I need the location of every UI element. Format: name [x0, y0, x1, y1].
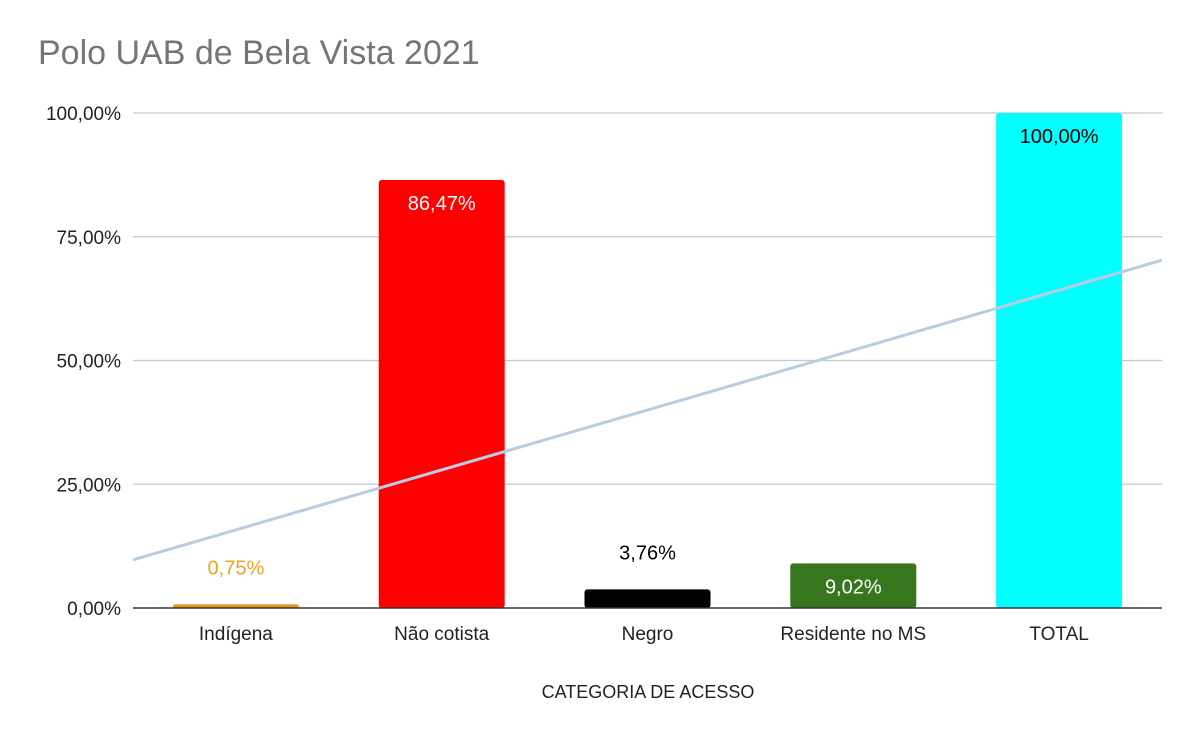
- y-tick-label: 50,00%: [57, 352, 122, 373]
- bar: [790, 563, 917, 608]
- bar: [584, 589, 711, 608]
- x-tick-label: Negro: [622, 624, 674, 645]
- bars: [172, 113, 1123, 608]
- data-label: 100,00%: [1020, 126, 1099, 148]
- data-label: 86,47%: [408, 193, 476, 215]
- x-tick-label: Indígena: [199, 624, 273, 645]
- data-label: 0,75%: [208, 557, 265, 579]
- bar: [378, 179, 505, 608]
- y-tick-label: 25,00%: [57, 475, 122, 496]
- y-tick-label: 100,00%: [46, 104, 121, 125]
- trendline: [132, 258, 1163, 562]
- x-tick-label: Não cotista: [394, 624, 489, 645]
- data-label: 9,02%: [825, 576, 882, 598]
- bar: [172, 604, 299, 608]
- x-axis-title: CATEGORIA DE ACESSO: [542, 682, 755, 702]
- x-tick-label: Residente no MS: [780, 624, 926, 645]
- trendline-line: [132, 258, 1163, 562]
- chart-title: Polo UAB de Bela Vista 2021: [38, 34, 480, 72]
- data-labels: 0,75% 86,47% 3,76% 9,02% 100,00%: [208, 126, 1099, 598]
- y-tick-label: 75,00%: [57, 228, 122, 249]
- axes: 0,00% 25,00% 50,00% 75,00% 100,00% Indígena Nã…: [46, 104, 1162, 645]
- gridlines: [133, 112, 1162, 485]
- y-tick-label: 0,00%: [67, 599, 121, 620]
- data-label: 3,76%: [619, 542, 676, 564]
- bar: [996, 113, 1123, 608]
- x-tick-label: TOTAL: [1029, 624, 1088, 645]
